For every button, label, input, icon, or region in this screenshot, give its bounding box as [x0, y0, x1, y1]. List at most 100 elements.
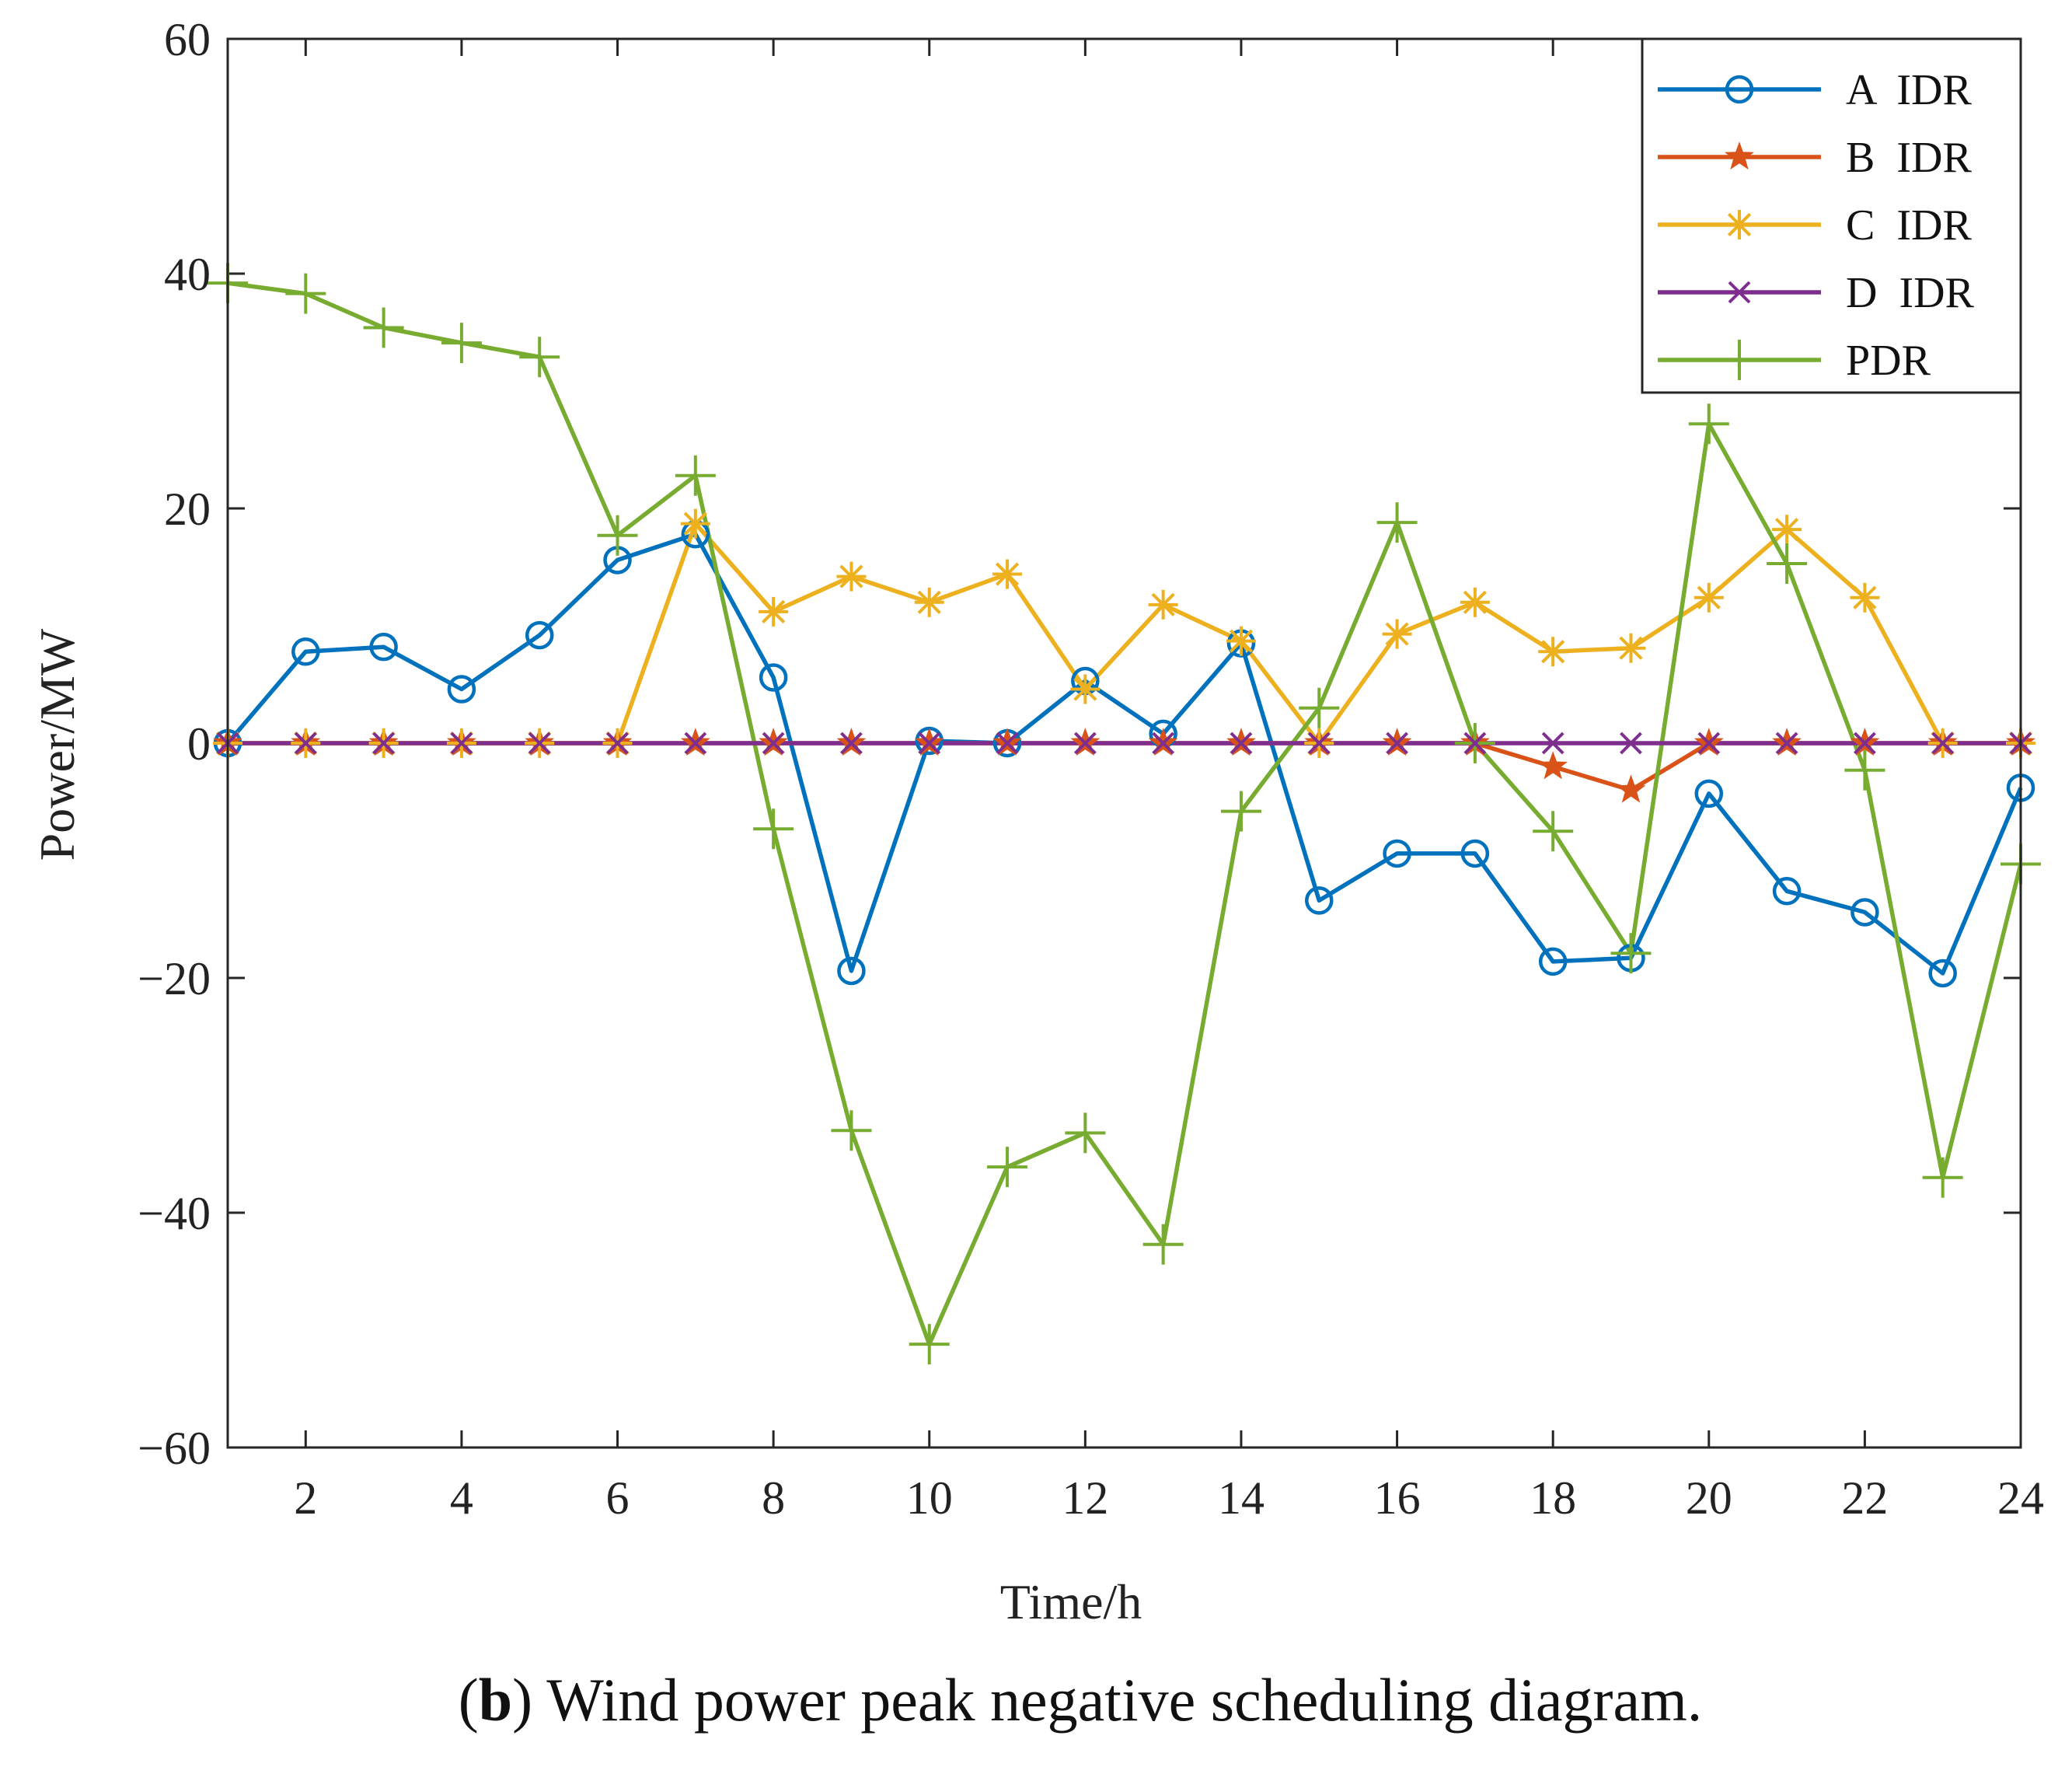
data-point-s4-14 — [1299, 687, 1340, 728]
data-point-s4-12 — [1142, 1224, 1184, 1265]
data-point-s3-2 — [372, 732, 396, 755]
x-axis-label: Time/h — [1000, 1574, 1142, 1629]
y-tick-label: 60 — [164, 14, 211, 65]
data-point-s4-6 — [675, 455, 716, 496]
data-point-s2-19 — [1694, 582, 1724, 613]
y-tick-label: 0 — [187, 718, 211, 770]
data-point-s2-21 — [1850, 582, 1880, 613]
data-point-s4-13 — [1220, 791, 1261, 832]
data-point-s3-18 — [1620, 732, 1642, 755]
legend-label: B IDR — [1846, 134, 1972, 182]
data-point-s3-8 — [840, 732, 863, 755]
data-point-s4-11 — [1065, 1112, 1106, 1154]
x-tick-label: 10 — [906, 1472, 953, 1524]
x-tick-label: 2 — [294, 1472, 317, 1524]
data-point-s4-3 — [441, 323, 482, 364]
data-point-s3-16 — [1463, 732, 1487, 755]
data-point-s4-9 — [909, 1324, 950, 1365]
data-point-s0-17 — [1538, 947, 1568, 976]
plot-frame — [226, 37, 2022, 1449]
caption-text: ) Wind power peak negative scheduling di… — [512, 1666, 1702, 1734]
data-point-s2-6 — [680, 508, 710, 539]
x-tick-label: 6 — [606, 1472, 630, 1524]
data-point-s2-10 — [992, 559, 1023, 589]
data-point-s4-21 — [1844, 749, 1885, 791]
legend-marker — [1725, 75, 1754, 104]
data-point-s3-13 — [1230, 732, 1253, 755]
data-point-s3-21 — [1853, 732, 1876, 755]
x-tick-label: 20 — [1686, 1472, 1732, 1524]
data-point-s3-14 — [1307, 732, 1331, 755]
data-point-s3-10 — [996, 732, 1019, 755]
data-point-s2-13 — [1226, 626, 1256, 656]
data-point-s4-5 — [597, 515, 638, 556]
y-tick-label: −60 — [138, 1423, 211, 1474]
legend-entry: D IDR — [1658, 269, 1975, 317]
data-point-s0-3 — [447, 675, 476, 704]
data-point-s3-17 — [1541, 732, 1564, 755]
data-point-s4-20 — [1767, 543, 1808, 584]
data-point-s3-7 — [762, 732, 785, 755]
legend-entry: A IDR — [1658, 66, 1972, 114]
data-point-s3-1 — [294, 732, 317, 755]
data-point-s3-4 — [528, 732, 551, 755]
data-point-s2-16 — [1460, 587, 1490, 617]
data-point-s4-10 — [987, 1147, 1028, 1188]
x-tick-label: 16 — [1374, 1472, 1421, 1524]
data-point-s2-8 — [836, 561, 867, 592]
x-tick-label: 18 — [1530, 1472, 1576, 1524]
data-point-s1-17 — [1538, 751, 1568, 780]
legend-label: A IDR — [1846, 66, 1972, 114]
data-point-s2-15 — [1382, 619, 1412, 649]
data-point-s2-17 — [1538, 637, 1568, 667]
data-point-s0-22 — [1928, 959, 1957, 988]
legend: A IDR B IDR C IDR D IDR PDR — [1641, 37, 2022, 394]
data-point-s3-9 — [918, 732, 941, 755]
x-tick-label: 14 — [1218, 1472, 1264, 1524]
data-point-s2-7 — [759, 596, 789, 627]
data-point-s0-1 — [291, 637, 320, 666]
y-tick-label: 40 — [164, 249, 211, 300]
data-point-s0-4 — [525, 620, 554, 650]
data-point-s4-8 — [831, 1110, 872, 1151]
data-point-s4-18 — [1610, 933, 1652, 974]
data-point-s4-19 — [1688, 403, 1729, 445]
legend-marker — [1728, 281, 1751, 304]
data-point-s2-18 — [1616, 633, 1646, 663]
data-point-s3-5 — [606, 732, 629, 755]
legend-label: D IDR — [1846, 269, 1975, 317]
legend-entry: C IDR — [1658, 201, 1972, 250]
data-point-s2-12 — [1148, 589, 1178, 620]
data-point-s3-22 — [1931, 732, 1955, 755]
x-tick-label: 12 — [1062, 1472, 1108, 1524]
legend-label: PDR — [1846, 337, 1931, 385]
data-point-s4-15 — [1376, 502, 1418, 543]
data-point-s3-3 — [450, 732, 473, 755]
data-point-s3-12 — [1152, 732, 1175, 755]
x-tick-label: 24 — [1997, 1472, 2044, 1524]
data-point-s0-14 — [1305, 886, 1334, 915]
data-point-s4-2 — [363, 307, 404, 348]
data-point-s0-20 — [1772, 877, 1802, 906]
legend-entry: B IDR — [1658, 134, 1972, 182]
data-point-s1-18 — [1616, 774, 1646, 803]
legend-box — [1641, 37, 2022, 394]
data-point-s4-4 — [519, 337, 560, 378]
data-point-s4-7 — [753, 808, 794, 850]
y-tick-label: 20 — [164, 484, 211, 535]
data-point-s4-17 — [1533, 811, 1574, 852]
legend-marker — [1725, 141, 1754, 170]
data-point-s0-8 — [837, 956, 866, 986]
data-point-s0-16 — [1460, 839, 1490, 868]
data-point-s3-20 — [1775, 732, 1798, 755]
data-point-s0-19 — [1694, 779, 1724, 808]
data-point-s3-15 — [1386, 732, 1408, 755]
y-tick-label: −20 — [138, 953, 211, 1004]
caption-open-paren: ( — [459, 1666, 479, 1734]
x-tick-label: 4 — [450, 1472, 473, 1524]
figure-caption: (b) Wind power peak negative scheduling … — [459, 1666, 1702, 1734]
data-point-s0-7 — [759, 663, 788, 692]
legend-entry: PDR — [1658, 337, 1931, 385]
